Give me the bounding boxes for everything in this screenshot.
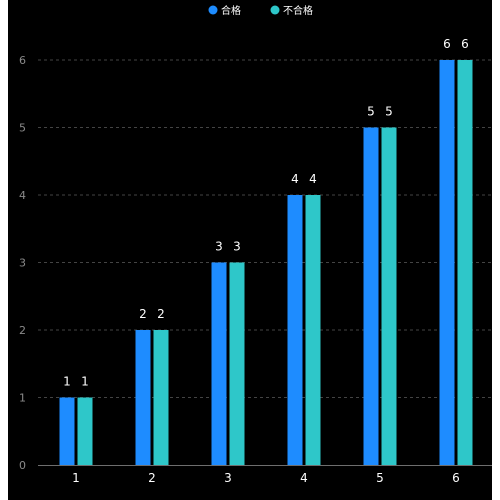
y-tick-label-0: 0 — [19, 459, 26, 472]
y-tick-label-4: 4 — [19, 189, 26, 202]
bar-series1-cat6 — [439, 60, 455, 465]
x-tick-label-2: 2 — [148, 471, 156, 485]
x-tick-label-6: 6 — [452, 471, 460, 485]
data-label-series2-cat2: 2 — [157, 307, 165, 321]
bar-series1-cat3 — [211, 262, 227, 465]
data-label-series1-cat3: 3 — [215, 240, 223, 254]
bar-series2-cat2 — [153, 330, 169, 465]
data-label-series2-cat3: 3 — [233, 240, 241, 254]
bar-series1-cat2 — [135, 330, 151, 465]
bar-series1-cat5 — [363, 127, 379, 465]
y-tick-label-1: 1 — [19, 392, 26, 405]
data-label-series2-cat1: 1 — [81, 375, 89, 389]
data-labels: 1 1 2 2 3 3 4 4 5 5 6 6 — [63, 37, 469, 389]
x-tick-label-5: 5 — [376, 471, 384, 485]
data-label-series1-cat5: 5 — [367, 105, 375, 119]
data-label-series2-cat6: 6 — [461, 37, 469, 51]
x-tick-label-3: 3 — [224, 471, 232, 485]
data-label-series1-cat4: 4 — [291, 172, 299, 186]
y-tick-label-3: 3 — [19, 257, 26, 270]
legend: 合格 不合格 — [208, 4, 313, 17]
y-tick-label-6: 6 — [19, 54, 26, 67]
bar-series2-cat5 — [381, 127, 397, 465]
y-tick-label-5: 5 — [19, 122, 26, 135]
bar-series2-cat6 — [457, 60, 473, 465]
bar-series2-cat3 — [229, 262, 245, 465]
legend-label-1: 合格 — [221, 4, 241, 17]
y-axis: 0 1 2 3 4 5 6 — [19, 54, 26, 472]
x-tick-label-4: 4 — [300, 471, 308, 485]
bar-series1-cat4 — [287, 195, 303, 465]
bars — [59, 60, 473, 465]
data-label-series2-cat4: 4 — [309, 172, 317, 186]
legend-label-2: 不合格 — [283, 4, 313, 17]
bar-series2-cat1 — [77, 397, 93, 465]
data-label-series1-cat1: 1 — [63, 375, 71, 389]
grid — [38, 59, 492, 398]
legend-marker-2 — [270, 5, 280, 15]
bar-series1-cat1 — [59, 397, 75, 465]
data-label-series2-cat5: 5 — [385, 105, 393, 119]
bar-series2-cat4 — [305, 195, 321, 465]
y-tick-label-2: 2 — [19, 324, 26, 337]
x-axis: 1 2 3 4 5 6 — [38, 465, 492, 485]
data-label-series1-cat6: 6 — [443, 37, 451, 51]
legend-marker-1 — [208, 5, 218, 15]
x-tick-label-1: 1 — [72, 471, 80, 485]
data-label-series1-cat2: 2 — [139, 307, 147, 321]
